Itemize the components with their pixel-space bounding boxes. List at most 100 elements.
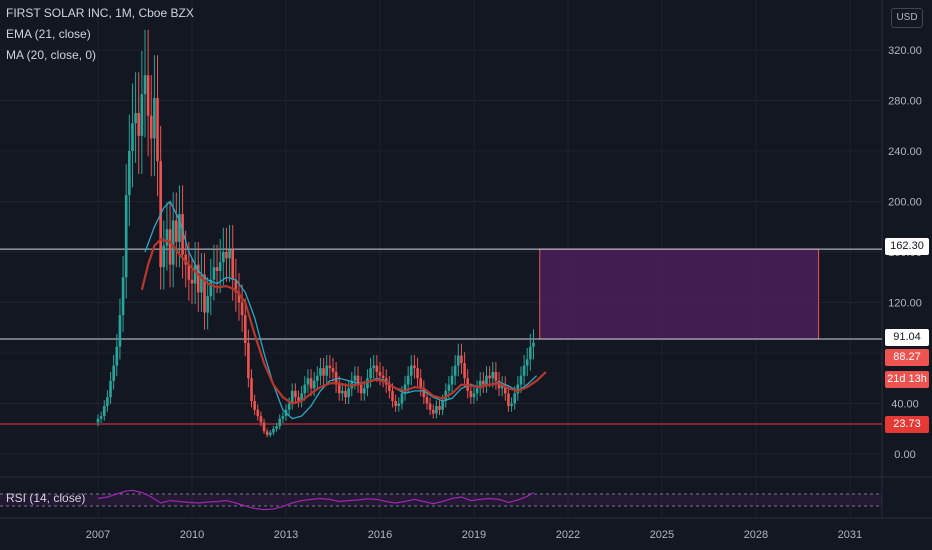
support-level-badge: 23.73 (885, 416, 929, 433)
candle-body (187, 264, 191, 280)
candle-body (425, 397, 429, 404)
candle-body (262, 422, 266, 432)
candle-body (162, 245, 166, 268)
candle-body (225, 252, 228, 259)
ma-legend[interactable]: MA (20, close, 0) (6, 48, 97, 62)
candle-body (118, 315, 122, 347)
candle-body (516, 384, 520, 394)
candle-body (478, 380, 482, 389)
rsi-line (97, 489, 534, 511)
candle-body (96, 418, 100, 423)
time-tick-label: 2010 (180, 529, 204, 541)
candle-body (372, 365, 376, 369)
candle-body (475, 388, 479, 394)
candle-body (209, 279, 213, 297)
ema-line (140, 238, 547, 405)
candle-body (215, 267, 219, 271)
candle-body (312, 380, 316, 389)
candle-body (306, 378, 310, 385)
candle-body (240, 302, 244, 316)
candle-body (510, 403, 513, 407)
candle-body (328, 365, 332, 369)
countdown-badge: 21d 13h (885, 371, 929, 388)
candle-body (532, 342, 535, 347)
candle-body (237, 292, 241, 303)
time-tick-label: 2019 (462, 529, 486, 541)
candle-body (278, 418, 282, 427)
candle-body (143, 75, 147, 95)
candle-body (115, 346, 119, 366)
time-tick-label: 2016 (368, 529, 392, 541)
price-tick-label: 320.00 (888, 45, 922, 57)
candle-body (218, 262, 222, 271)
time-tick-label: 2028 (744, 529, 768, 541)
candle-body (381, 375, 385, 379)
candle-body (253, 400, 256, 410)
candle-body (494, 371, 498, 381)
candle-body (485, 375, 488, 385)
price-tick-label: 0.00 (894, 449, 915, 461)
price-tick-label: 240.00 (888, 146, 922, 158)
candle-body (112, 365, 115, 381)
candle-body (294, 390, 297, 398)
candle-body (500, 384, 504, 389)
candle-body (228, 249, 231, 259)
candle-body (344, 390, 347, 398)
currency-button[interactable]: USD (891, 8, 923, 28)
candle-body (200, 274, 203, 293)
candle-body (522, 365, 526, 376)
candle-body (422, 388, 426, 398)
candle-body (413, 365, 416, 369)
candle-body (482, 380, 485, 385)
candle-body (131, 123, 134, 151)
candle-body (369, 368, 372, 379)
candle-body (203, 274, 206, 313)
candle-body (193, 264, 197, 284)
candle-body (416, 368, 419, 379)
zone-rect[interactable] (539, 248, 820, 340)
candle-body (243, 315, 247, 343)
time-axis[interactable]: 2007 2010 2013 2016 2019 2022 2025 2028 2031 (86, 529, 862, 541)
candle-body (124, 195, 128, 278)
target-zone (539, 248, 820, 340)
candle-body (102, 406, 106, 417)
candle-body (334, 371, 338, 385)
rsi-legend[interactable]: RSI (14, close) (6, 491, 86, 505)
candle-body (247, 342, 250, 379)
candle-body (303, 384, 307, 394)
candle-body (529, 346, 532, 360)
candle-body (428, 403, 432, 410)
candle-body (137, 113, 141, 136)
candle-body (431, 409, 435, 414)
candle-body (378, 371, 382, 376)
time-tick-label: 2022 (556, 529, 580, 541)
price-tick-label: 200.00 (888, 197, 922, 209)
candle-body (356, 375, 360, 385)
ema-legend[interactable]: EMA (21, close) (6, 27, 91, 41)
candle-body (447, 384, 451, 391)
candle-body (190, 279, 194, 284)
candle-body (250, 378, 253, 401)
candle-body (410, 365, 413, 376)
candle-body (503, 384, 507, 394)
candle-body (406, 375, 410, 385)
candle-body (281, 416, 285, 419)
candle-body (106, 397, 109, 407)
candle-body (394, 400, 397, 407)
last-price-badge: 88.27 (885, 349, 929, 366)
price-tick-label: 280.00 (888, 96, 922, 108)
candle-body (153, 97, 156, 139)
lower-level-badge: 91.04 (885, 329, 929, 346)
candle-body (168, 229, 172, 265)
candle-body (325, 365, 329, 376)
candle-body (181, 214, 184, 255)
candle-body (265, 431, 269, 436)
candle-body (269, 432, 272, 436)
time-tick-label: 2013 (274, 529, 298, 541)
candle-body (363, 388, 366, 394)
candle-body (519, 375, 523, 385)
candle-body (322, 368, 325, 376)
candle-body (149, 115, 153, 139)
candle-body (134, 113, 137, 124)
